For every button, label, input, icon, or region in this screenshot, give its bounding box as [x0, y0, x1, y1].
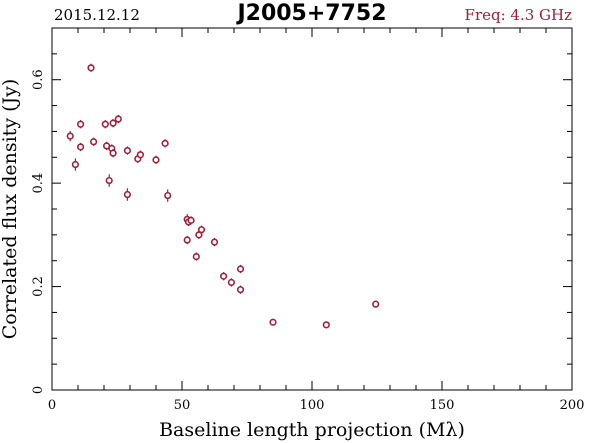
data-point	[236, 264, 245, 274]
data-point	[372, 300, 380, 308]
point-marker	[269, 318, 277, 326]
observation-date: 2015.12.12	[54, 6, 140, 24]
plot-frame	[51, 27, 573, 391]
point-marker	[192, 252, 200, 261]
point-marker	[105, 176, 113, 185]
point-marker	[152, 156, 160, 164]
axis-ticks	[51, 27, 573, 391]
point-marker	[236, 265, 245, 273]
point-marker	[109, 119, 117, 127]
y-tick-label: 0.4	[31, 173, 46, 194]
point-marker	[123, 190, 131, 199]
point-marker	[89, 138, 98, 146]
point-marker	[372, 300, 380, 308]
x-tick-label: 150	[430, 398, 455, 413]
x-axis-label: Baseline length projection (Mλ)	[159, 419, 465, 441]
data-point	[192, 252, 200, 261]
data-point	[123, 146, 131, 155]
y-tick-label: 0	[31, 386, 46, 394]
data-point	[220, 272, 228, 281]
x-tick-label: 50	[174, 398, 191, 413]
point-marker	[66, 132, 74, 140]
point-marker	[227, 278, 235, 287]
data-point	[322, 321, 330, 329]
chart-title: J2005+7752	[235, 1, 386, 26]
y-tick-label: 0.2	[31, 276, 46, 297]
data-point	[101, 120, 109, 129]
y-tick-label: 0.6	[31, 69, 46, 90]
point-marker	[87, 64, 95, 72]
point-marker	[76, 120, 85, 128]
y-axis-label: Correlated flux density (Jy)	[0, 79, 21, 340]
point-marker	[123, 146, 131, 155]
point-marker	[210, 238, 219, 246]
data-point	[183, 235, 191, 245]
data-point	[71, 158, 79, 171]
data-point	[152, 155, 160, 165]
data-point	[89, 137, 98, 146]
point-marker	[220, 272, 228, 280]
frequency-label: Freq: 4.3 GHz	[465, 6, 573, 24]
point-marker	[197, 226, 206, 234]
point-marker	[114, 115, 122, 123]
data-points	[66, 63, 380, 329]
data-point	[236, 285, 245, 294]
x-tick-label: 0	[48, 398, 56, 413]
data-point	[123, 188, 131, 201]
data-point	[161, 139, 169, 148]
data-point	[66, 130, 74, 142]
data-point	[109, 119, 117, 128]
point-marker	[164, 191, 172, 200]
data-point	[197, 225, 206, 234]
data-point	[76, 120, 85, 129]
data-point	[164, 189, 172, 202]
data-point	[114, 114, 122, 124]
point-marker	[76, 143, 85, 151]
data-point	[87, 63, 95, 72]
tick-labels: 0 50 100 150 200 0 0.2 0.4 0.6	[31, 69, 584, 413]
point-marker	[136, 151, 144, 159]
point-marker	[236, 286, 245, 294]
data-point	[227, 278, 235, 287]
data-point	[210, 237, 219, 247]
point-marker	[322, 321, 330, 329]
data-point	[187, 216, 195, 225]
point-marker	[187, 216, 195, 224]
point-marker	[109, 149, 117, 157]
x-tick-label: 200	[560, 398, 585, 413]
data-point	[109, 149, 117, 158]
point-marker	[101, 120, 109, 128]
data-point	[105, 174, 113, 187]
point-marker	[161, 139, 169, 147]
data-point	[76, 142, 85, 152]
data-point	[269, 318, 277, 326]
x-tick-label: 100	[300, 398, 325, 413]
point-marker	[183, 236, 191, 244]
point-marker	[71, 160, 79, 169]
data-point	[136, 150, 144, 159]
